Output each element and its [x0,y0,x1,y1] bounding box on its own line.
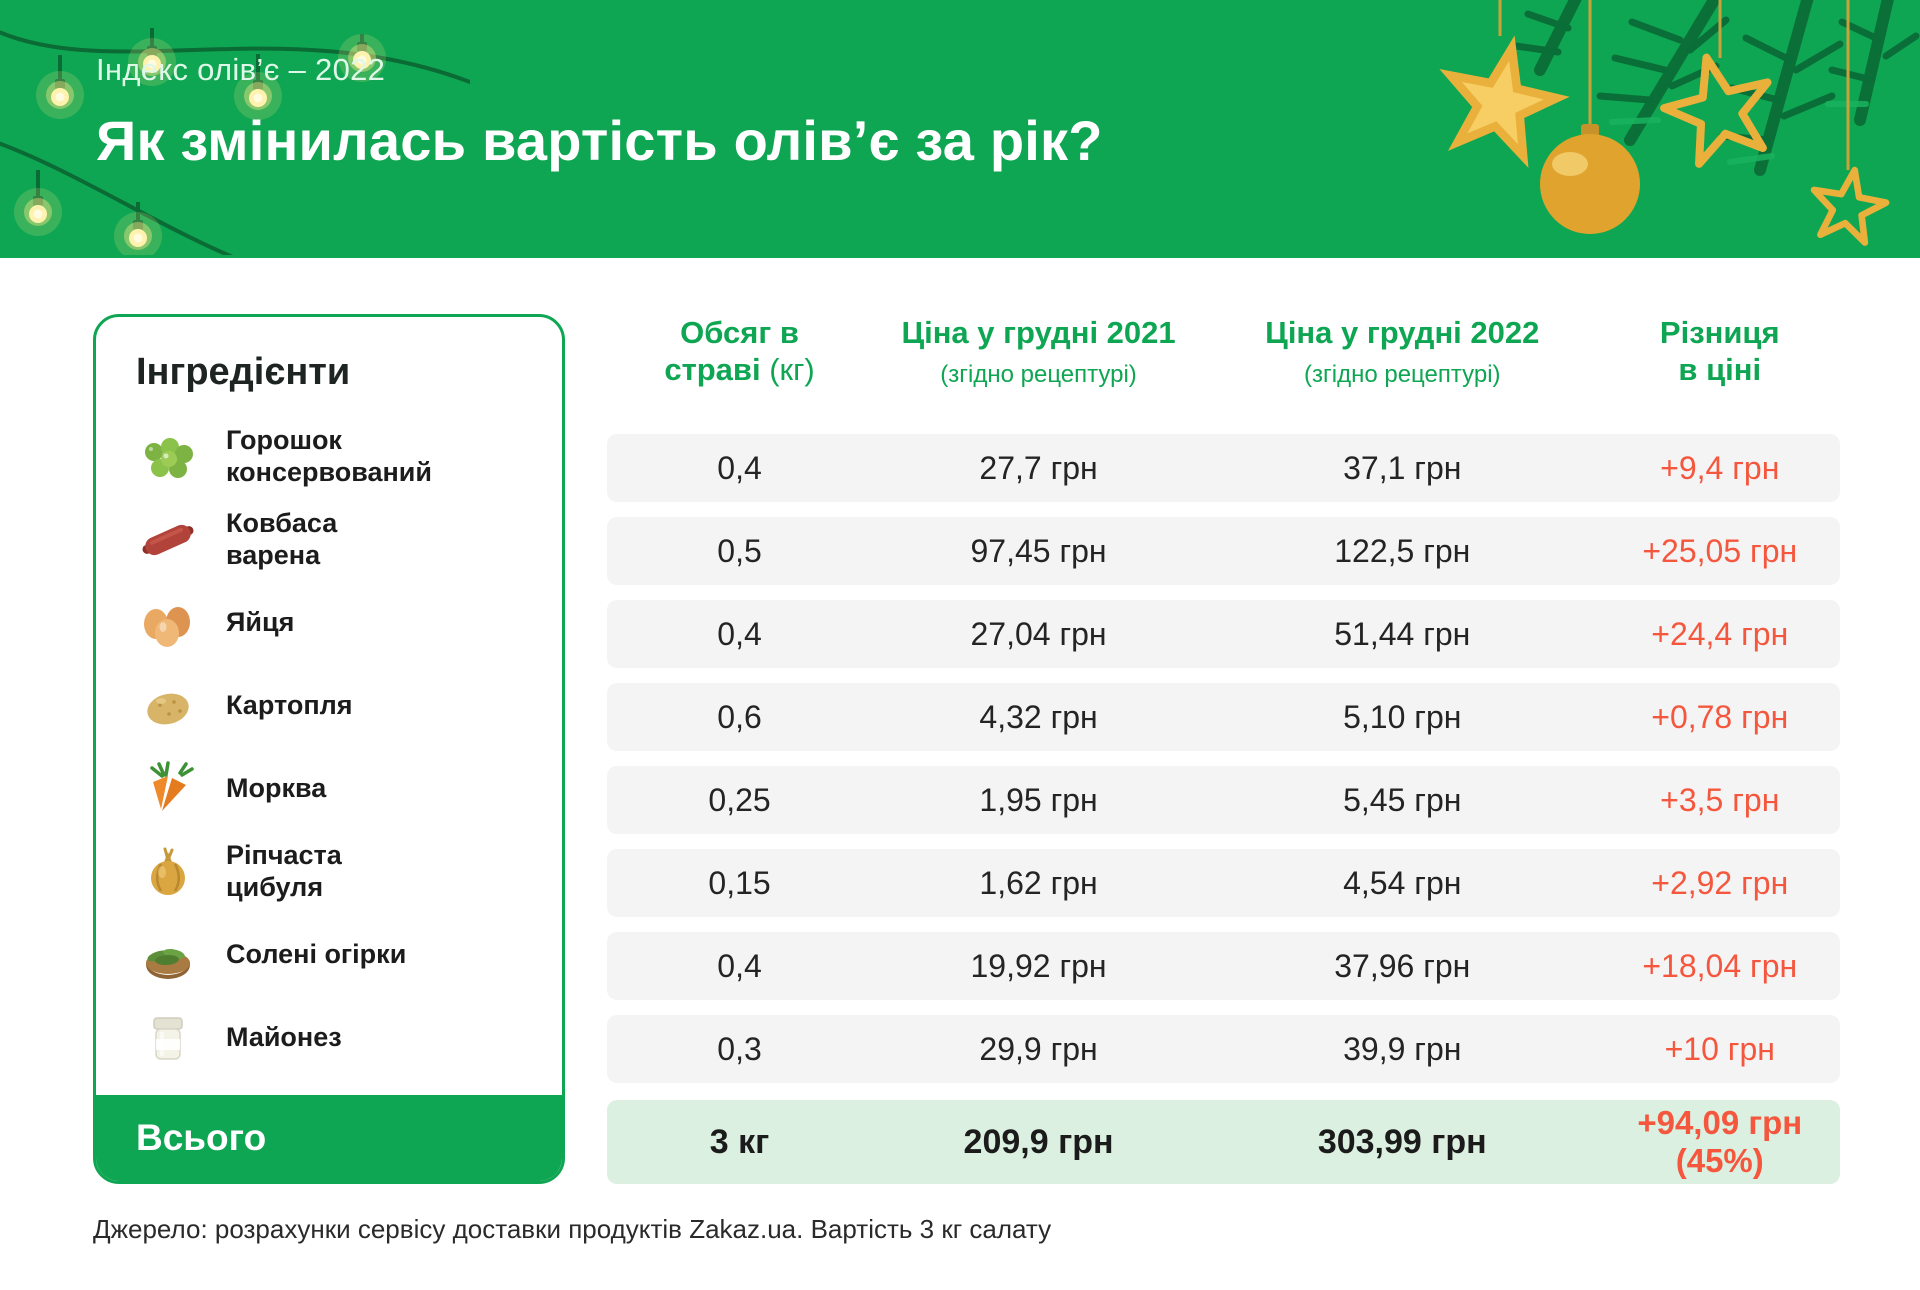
content-area: Інгредієнти Горошок консервований [0,314,1920,1184]
list-item: Солені огірки [136,923,542,987]
diff-cell: +9,4 грн [1660,449,1780,486]
gold-star-outline-small [1810,166,1890,246]
list-item: Горошок консервований [136,425,542,489]
ingredient-label: Майонез [226,1022,342,1053]
table-row: 0,6 4,32 грн 5,10 грн +0,78 грн [607,683,1840,751]
price-2021-cell: 4,32 грн [979,698,1098,735]
pickles-icon [146,949,190,979]
christmas-ornaments-decoration [1439,0,1920,246]
table-total-row: 3 кг 209,9 грн 303,99 грн +94,09 грн (45… [607,1100,1840,1184]
price-2021-cell: 29,9 грн [979,1030,1098,1067]
amount-cell: 0,4 [717,947,762,984]
amount-cell: 0,3 [717,1030,762,1067]
price-2022-cell: 37,1 грн [1343,449,1462,486]
ornament-string [1498,0,1850,170]
table-row: 0,5 97,45 грн 122,5 грн +25,05 грн [607,517,1840,585]
diff-cell: +10 грн [1664,1030,1775,1067]
list-item: Майонез [136,1006,542,1070]
price-2021-cell: 1,95 грн [979,781,1098,818]
diff-cell: +2,92 грн [1651,864,1789,901]
total-label: Всього [96,1095,562,1181]
diff-cell: +24,4 грн [1651,615,1789,652]
list-item: Морква [136,757,542,821]
price-2021-cell: 27,7 грн [979,449,1098,486]
ingredients-title: Інгредієнти [136,351,351,393]
price-2022-cell: 51,44 грн [1334,615,1471,652]
potato-icon [147,693,189,725]
price-2021-cell: 19,92 грн [970,947,1107,984]
diff-cell: +18,04 грн [1642,947,1798,984]
ingredient-label: Ковбаса варена [226,508,338,570]
col-header-price-2022: Ціна у грудні 2022 (згідно рецептурі) [1265,315,1540,389]
price-2022-cell: 4,54 грн [1343,864,1462,901]
sausage-icon [142,524,194,556]
price-2022-cell: 122,5 грн [1334,532,1471,569]
price-2022-cell: 39,9 грн [1343,1030,1462,1067]
price-2021-cell: 97,45 грн [970,532,1107,569]
col-header-amount-label: Обсяг в страві [664,315,799,388]
gold-star-outline [1660,53,1772,168]
header-kicker: Індекс олів’є – 2022 [96,52,386,87]
price-2022-cell: 37,96 грн [1334,947,1471,984]
col-header-amount-unit: (кг) [769,352,815,388]
eggs-icon [144,607,190,647]
table-row: 0,4 27,04 грн 51,44 грн +24,4 грн [607,600,1840,668]
total-amount-cell: 3 кг [709,1122,770,1161]
list-item: Яйця [136,591,542,655]
price-2021-cell: 27,04 грн [970,615,1107,652]
amount-cell: 0,15 [708,864,771,901]
price-2021-cell: 1,62 грн [979,864,1098,901]
total-price-2021-cell: 209,9 грн [963,1122,1114,1161]
gold-star [1439,35,1570,168]
ingredients-panel: Інгредієнти Горошок консервований [93,314,565,1184]
carrot-icon [150,761,194,811]
amount-cell: 0,5 [717,532,762,569]
col-header-price-2021: Ціна у грудні 2021 (згідно рецептурі) [901,315,1176,389]
table-row: 0,4 27,7 грн 37,1 грн +9,4 грн [607,434,1840,502]
diff-cell: +0,78 грн [1651,698,1789,735]
table-header-row: Обсяг в страві (кг) Ціна у грудні 2021 (… [607,314,1840,418]
header-banner: Індекс олів’є – 2022 Як змінилась вартіс… [0,0,1920,258]
onion-icon [151,847,185,895]
source-note: Джерело: розрахунки сервісу доставки про… [93,1214,1052,1244]
amount-cell: 0,4 [717,449,762,486]
col-header-amount: Обсяг в страві (кг) [607,314,872,388]
mayonnaise-icon [153,1017,183,1060]
gold-bauble [1540,124,1640,234]
ingredient-label: Яйця [226,607,295,638]
price-2022-cell: 5,10 грн [1343,698,1462,735]
list-item: Ріпчаста цибуля [136,840,542,904]
diff-cell: +25,05 грн [1642,532,1798,569]
col-header-diff: Різниця в ціні [1659,315,1780,388]
amount-cell: 0,6 [717,698,762,735]
ingredient-label: Солені огірки [226,939,407,970]
list-item: Картопля [136,674,542,738]
ingredient-label: Горошок консервований [226,425,432,487]
price-2022-cell: 5,45 грн [1343,781,1462,818]
table-row: 0,25 1,95 грн 5,45 грн +3,5 грн [607,766,1840,834]
amount-cell: 0,25 [708,781,771,818]
price-table: Обсяг в страві (кг) Ціна у грудні 2021 (… [607,314,1840,1184]
diff-cell: +3,5 грн [1660,781,1780,818]
peas-icon [145,438,193,478]
fir-branch [1534,0,1894,176]
table-row: 0,4 19,92 грн 37,96 грн +18,04 грн [607,932,1840,1000]
table-row: 0,15 1,62 грн 4,54 грн +2,92 грн [607,849,1840,917]
amount-cell: 0,4 [717,615,762,652]
ingredient-label: Картопля [226,690,353,721]
ingredients-list: Горошок консервований Ковбаса варена [96,400,562,1095]
page-title: Як змінилась вартість олів’є за рік? [96,109,1103,172]
total-price-2022-cell: 303,99 грн [1317,1122,1487,1161]
list-item: Ковбаса варена [136,508,542,572]
total-diff-cell: +94,09 грн (45%) [1637,1104,1803,1179]
table-row: 0,3 29,9 грн 39,9 грн +10 грн [607,1015,1840,1083]
ingredient-label: Морква [226,773,327,804]
ingredient-label: Ріпчаста цибуля [226,840,342,902]
